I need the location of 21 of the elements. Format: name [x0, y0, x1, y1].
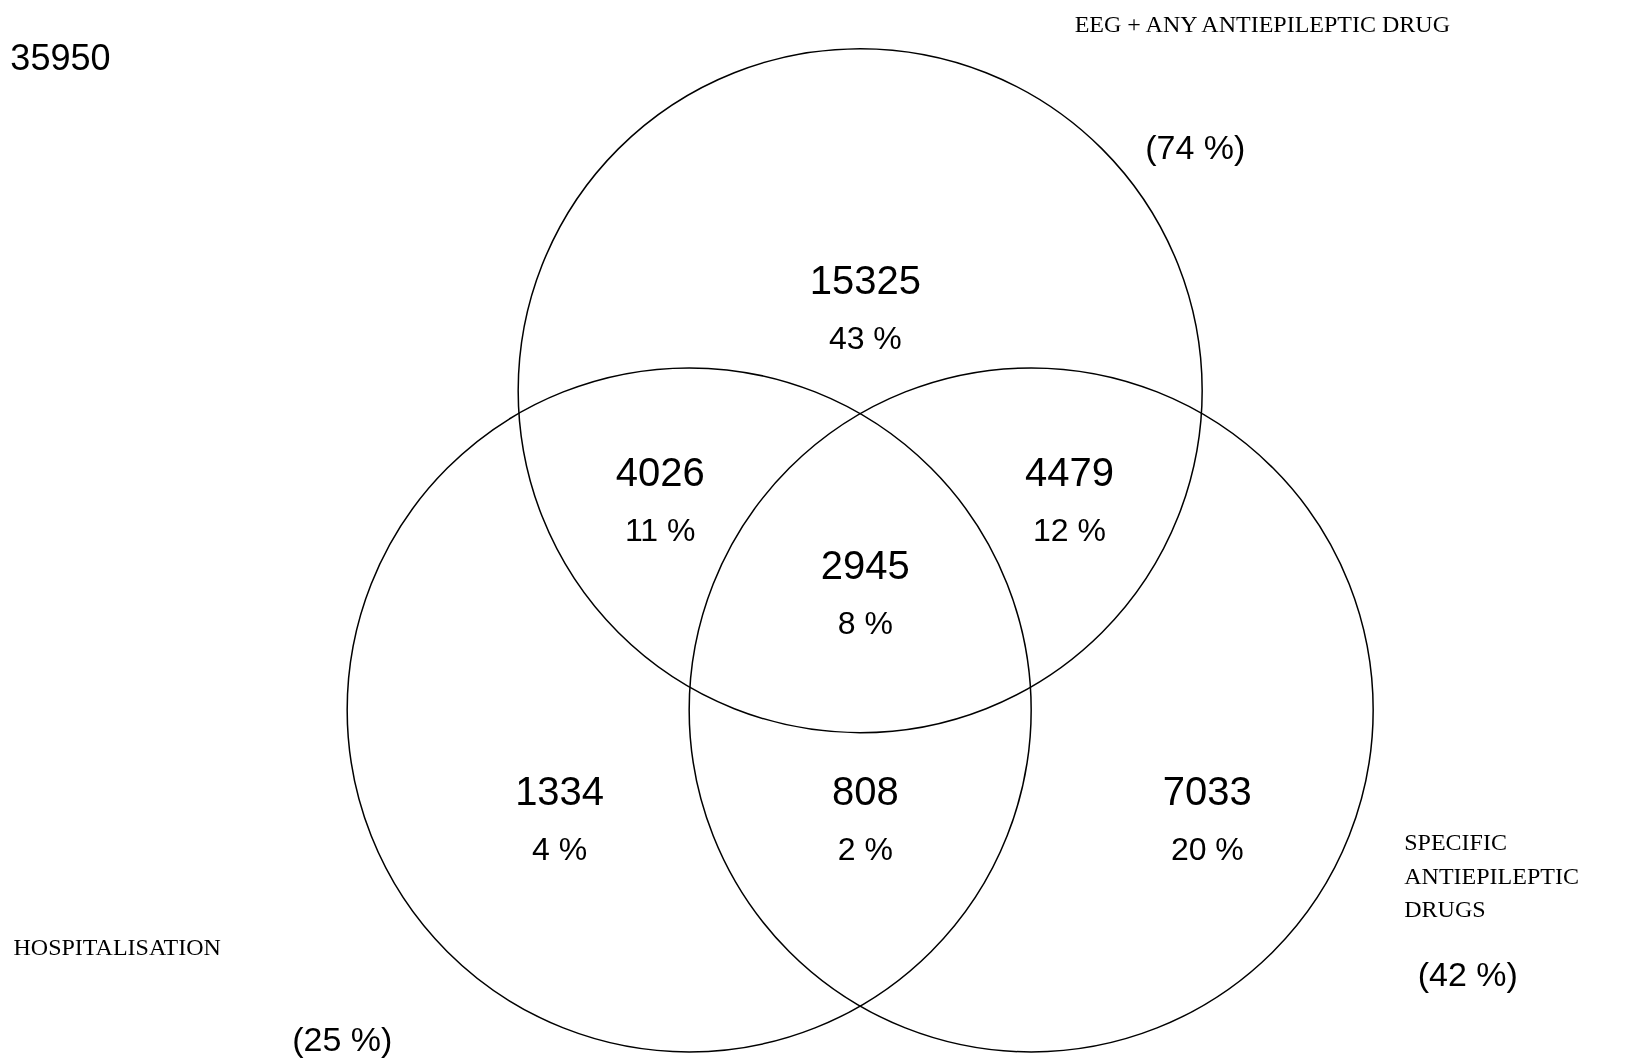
- text: HOSPITALISATION: [13, 932, 221, 962]
- text: SPECIFIC ANTIEPILEPTIC DRUGS: [1404, 827, 1580, 925]
- text: 4 %: [531, 829, 589, 869]
- text: 20 %: [1169, 829, 1245, 869]
- text: (74 %): [1145, 127, 1246, 169]
- text: (42 %): [1417, 954, 1518, 996]
- data-label: 1334: [514, 767, 606, 815]
- data-label: 15325: [808, 256, 922, 304]
- text: 12 %: [1032, 510, 1107, 550]
- text: (25 %): [292, 1018, 393, 1058]
- data-label: 4479: [1024, 448, 1115, 496]
- text: 8 %: [836, 603, 894, 643]
- data-label: 808: [830, 767, 900, 815]
- text: 35950: [10, 36, 111, 81]
- text: 43 %: [827, 318, 903, 358]
- data-label: 2945: [819, 541, 911, 589]
- text: 11 %: [623, 510, 697, 550]
- data-label: 4026: [614, 448, 706, 496]
- text: 2 %: [836, 829, 894, 869]
- data-label: 7033: [1161, 767, 1253, 815]
- text: EEG + ANY ANTIEPILEPTIC DRUG: [1074, 10, 1450, 40]
